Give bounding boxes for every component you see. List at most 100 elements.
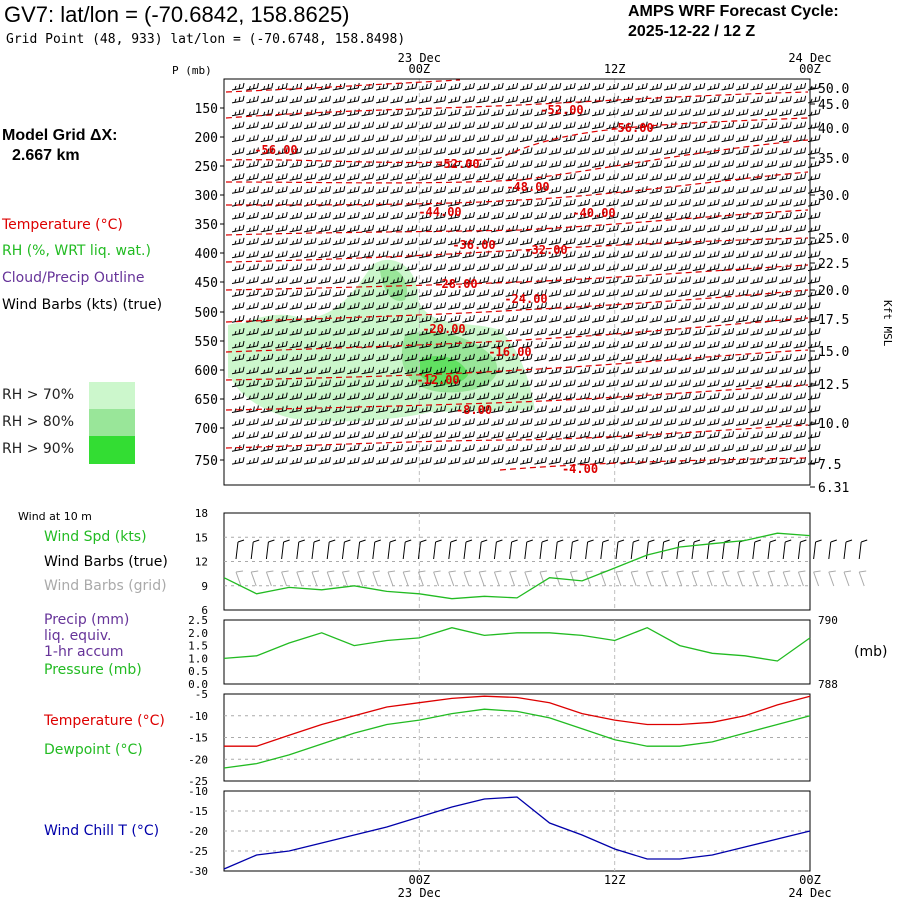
wind-barb-stroke	[318, 328, 331, 336]
wind-barb-stroke	[807, 276, 821, 284]
time-tick-label-top: 00Z	[799, 62, 821, 76]
wind-barb	[318, 121, 331, 130]
wind-barb-stroke	[476, 237, 490, 246]
wind-barb-stroke	[347, 160, 360, 168]
wind-barb-stroke	[606, 160, 619, 168]
wind-barb	[764, 134, 778, 143]
wind-barb-stroke	[548, 366, 562, 375]
wind-barb-stroke	[692, 263, 706, 272]
cycle-line-2: 2025-12-22 / 12 Z	[628, 23, 756, 40]
wind-barb-stroke	[721, 328, 735, 336]
temperature-contour	[225, 209, 809, 236]
wind-barb	[390, 108, 403, 117]
wind-barb	[462, 134, 475, 143]
wind-barb	[548, 379, 562, 388]
wind-barb-stroke	[577, 108, 591, 117]
wind-barb	[260, 276, 274, 284]
wind-barb	[764, 418, 778, 426]
wind-barb	[750, 276, 763, 284]
wind-barb	[505, 108, 519, 117]
wind-barb-stroke	[519, 121, 533, 130]
wind-barb	[807, 224, 821, 233]
wind-barb	[707, 444, 720, 452]
windchill-line	[223, 796, 811, 870]
wind-barb	[318, 237, 331, 246]
forecast-cycle: AMPS WRF Forecast Cycle: 2025-12-22 / 12…	[628, 2, 839, 42]
wind-barb	[332, 392, 346, 401]
wind-barb-stroke	[491, 315, 504, 323]
wind-barb-stroke	[764, 418, 778, 426]
wind-barb	[807, 134, 821, 143]
wind-barb-stroke	[548, 211, 562, 220]
wind-barb	[534, 82, 547, 91]
wind-barb	[750, 379, 763, 388]
wind-barb-stroke	[347, 289, 360, 297]
wind-barb-stroke	[764, 340, 778, 349]
wind-barb-stroke	[491, 405, 504, 413]
wind-barb-stroke	[750, 211, 763, 220]
wind-barb	[750, 82, 763, 91]
wind-barb-stroke	[419, 186, 432, 194]
wind-barb-true	[691, 539, 701, 560]
wind-barb	[318, 328, 331, 336]
wind-barb-stroke	[591, 328, 605, 336]
temperature-contour-label: -36.00	[452, 238, 495, 252]
wind-barb	[491, 418, 504, 426]
wind-barb	[303, 379, 317, 388]
wind-barb	[735, 95, 749, 104]
wind-barb-stroke	[563, 186, 576, 194]
wind-barb	[447, 431, 461, 439]
wind-barb	[303, 147, 317, 155]
wind-barb-stroke	[318, 289, 331, 297]
wind-barb	[318, 160, 331, 168]
wind-barb-stroke	[419, 353, 432, 362]
wind-barb	[505, 457, 519, 465]
y-tick-label: 18	[195, 507, 208, 520]
wind-barb	[246, 379, 259, 388]
wind-barb	[779, 134, 792, 143]
wind-barb-stroke	[750, 82, 763, 91]
y-tick-label: 2.0	[188, 627, 208, 640]
wind-barb	[289, 237, 303, 246]
wind-barb-stroke	[519, 340, 533, 349]
height-tick-label: 20.0	[818, 284, 849, 299]
wind-barb-stroke	[260, 302, 274, 310]
wind-barb-stroke	[635, 405, 648, 413]
wind-barb	[462, 82, 475, 91]
wind-barb-stroke	[476, 353, 490, 362]
wind-barb	[534, 199, 547, 207]
wind-barb-stroke	[275, 418, 288, 426]
wind-barb-stroke	[275, 315, 288, 323]
wind-barb	[303, 95, 317, 104]
wind-barb-stroke	[649, 160, 663, 168]
wind-barb-stroke	[303, 289, 317, 297]
wind-barb-stroke	[505, 147, 519, 155]
wind-barb	[332, 431, 346, 439]
wind-barb	[577, 457, 591, 465]
wind-barb	[404, 186, 418, 194]
wind-barb	[246, 186, 259, 194]
wind-barb	[404, 302, 418, 310]
time-tick-label-top: 00Z	[408, 62, 430, 76]
time-tick-label-bottom: 00Z	[799, 873, 821, 887]
wind-barb-stroke	[303, 366, 317, 375]
wind-barb	[491, 289, 504, 297]
wind-barb-stroke	[332, 263, 346, 272]
y-tick-label: -25	[188, 845, 208, 858]
temperature-contour	[225, 317, 809, 353]
legend-temperature: Temperature (°C)	[2, 217, 123, 233]
wind-barb	[649, 263, 663, 272]
wind-barb	[347, 160, 360, 168]
wind-barb	[246, 82, 259, 91]
wind-barb-stroke	[750, 340, 763, 349]
wind-barb	[419, 418, 432, 426]
wind-barb-stroke	[347, 108, 360, 117]
wind-barb	[505, 340, 519, 349]
wind-barb-stroke	[750, 121, 763, 130]
wind-barb	[764, 276, 778, 284]
wind-barb	[275, 160, 288, 168]
wind-barb	[764, 431, 778, 439]
wind-barb-stroke	[707, 211, 720, 220]
wind-barb	[375, 340, 389, 349]
wind-barb	[505, 237, 519, 246]
